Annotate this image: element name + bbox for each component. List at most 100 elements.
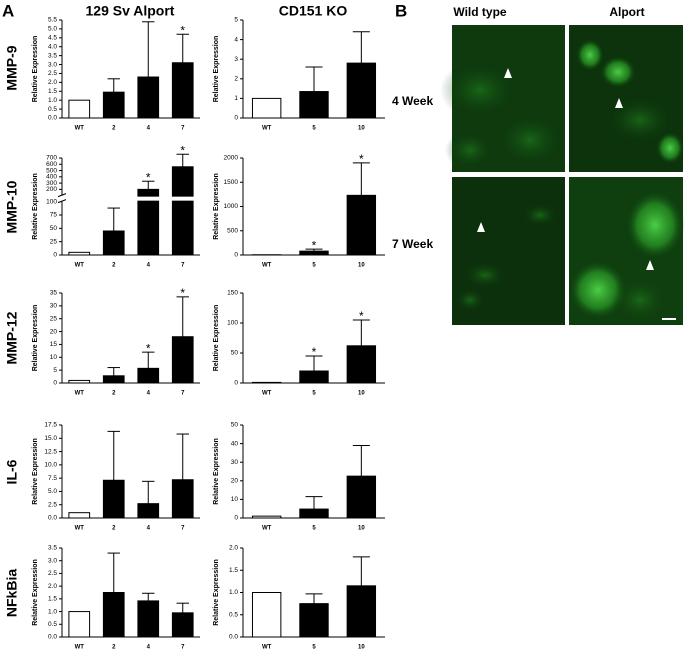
- bar: [102, 479, 125, 519]
- y-tick-label: 1.5: [48, 596, 57, 603]
- y-tick-label: 10: [231, 496, 239, 503]
- y-axis-label: Relative Expression: [32, 173, 39, 240]
- bar: [102, 91, 125, 119]
- bar: [68, 611, 91, 638]
- bar: [171, 612, 194, 638]
- y-tick-label: 1.5: [229, 567, 238, 574]
- row-label: MMP-9: [4, 45, 20, 90]
- x-tick-label: 2: [112, 263, 116, 269]
- bar: [68, 512, 91, 519]
- bar: [102, 592, 125, 638]
- axis-break: [57, 199, 67, 204]
- bar: [251, 515, 282, 519]
- y-tick-label: 12.5: [44, 448, 57, 455]
- x-tick-label: 4: [147, 645, 151, 651]
- x-tick-label: 4: [147, 263, 151, 269]
- x-tick-label: 7: [181, 391, 185, 397]
- annotation: *: [359, 152, 364, 166]
- y-tick-label: 500: [46, 167, 57, 174]
- y-tick-label: 4: [234, 36, 238, 43]
- bar: [251, 381, 282, 384]
- y-axis-label: Relative Expression: [32, 559, 39, 626]
- bar: [171, 336, 194, 384]
- bar: [299, 370, 329, 384]
- bar: [346, 345, 377, 384]
- bar: [346, 475, 377, 519]
- y-tick-label: 50: [231, 422, 239, 429]
- bar: [137, 503, 160, 519]
- y-tick-label: 5.5: [48, 17, 57, 24]
- y-tick-label: 10: [50, 354, 58, 361]
- row-label: 7 Week: [392, 237, 433, 251]
- y-tick-label: 0: [53, 380, 57, 387]
- y-tick-label: 20: [50, 328, 58, 335]
- y-tick-label: 40: [231, 440, 239, 447]
- annotation: *: [180, 143, 185, 157]
- y-tick-label: 30: [231, 459, 239, 466]
- bar-break: [171, 196, 195, 201]
- bar: [171, 479, 194, 519]
- bar: [299, 91, 329, 119]
- column-header: Wild type: [453, 5, 507, 19]
- bar: [68, 99, 91, 119]
- y-tick-label: 0.5: [48, 106, 57, 113]
- y-tick-label: 0.5: [48, 621, 57, 628]
- y-tick-label: 4.0: [48, 43, 57, 50]
- y-tick-label: 1: [234, 95, 238, 102]
- bar: [251, 97, 282, 119]
- y-tick-label: 3.0: [48, 61, 57, 68]
- y-axis-label: Relative Expression: [213, 559, 220, 626]
- bar: [68, 251, 91, 256]
- y-tick-label: 50: [231, 350, 239, 357]
- bar: [68, 379, 91, 384]
- x-tick-label: WT: [75, 391, 85, 397]
- annotation: *: [180, 286, 185, 300]
- x-tick-label: 7: [181, 645, 185, 651]
- annotation: *: [146, 170, 151, 184]
- y-tick-label: 1.0: [229, 589, 238, 596]
- bar: [171, 62, 194, 119]
- x-tick-label: 5: [312, 126, 316, 132]
- x-tick-label: 2: [112, 645, 116, 651]
- bar: [137, 76, 160, 119]
- bar: [137, 367, 160, 384]
- y-tick-label: 20: [231, 478, 239, 485]
- y-tick-label: 500: [227, 227, 238, 234]
- y-tick-label: 1.0: [48, 97, 57, 104]
- y-tick-label: 5: [234, 17, 238, 24]
- axis-break: [58, 195, 66, 202]
- x-tick-label: 7: [181, 526, 185, 532]
- y-tick-label: 25: [50, 238, 58, 245]
- axis-break: [57, 193, 67, 198]
- y-tick-label: 600: [46, 161, 57, 168]
- y-tick-label: 10.0: [44, 462, 57, 469]
- y-tick-label: 400: [46, 174, 57, 181]
- y-tick-label: 150: [227, 290, 238, 297]
- micrograph: [440, 25, 565, 172]
- y-tick-label: 100: [227, 320, 238, 327]
- y-tick-label: 0: [234, 515, 238, 522]
- annotation: *: [312, 345, 317, 359]
- bar: [346, 585, 377, 638]
- y-tick-label: 200: [46, 186, 57, 193]
- y-tick-label: 15.0: [44, 435, 57, 442]
- y-tick-label: 0: [234, 115, 238, 122]
- y-tick-label: 0: [234, 380, 238, 387]
- x-tick-label: 4: [147, 526, 151, 532]
- bar: [346, 62, 377, 119]
- bar-break: [136, 196, 160, 201]
- bar: [346, 194, 377, 256]
- y-axis-label: Relative Expression: [32, 305, 39, 372]
- y-tick-label: 3: [234, 56, 238, 63]
- y-tick-label: 1000: [224, 203, 239, 210]
- column-header: 129 Sv Alport: [86, 3, 175, 19]
- y-tick-label: 0.0: [48, 115, 57, 122]
- x-tick-label: 5: [312, 391, 316, 397]
- y-tick-label: 100: [46, 198, 57, 205]
- panel-label: B: [395, 1, 407, 20]
- y-tick-label: 7.5: [48, 475, 57, 482]
- y-tick-label: 0.5: [229, 611, 238, 618]
- micrograph: [452, 177, 565, 325]
- y-tick-label: 50: [50, 225, 58, 232]
